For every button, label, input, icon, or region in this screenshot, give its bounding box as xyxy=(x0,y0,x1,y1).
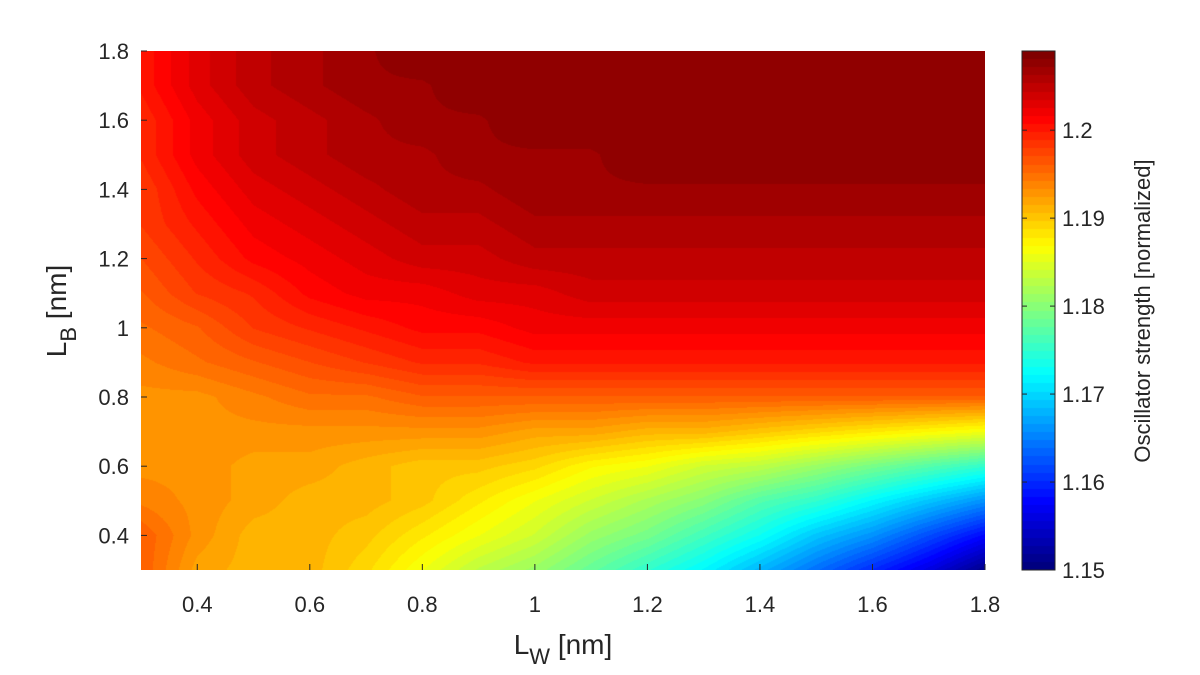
x-axis-ticks: 0.4 0.6 0.8 1 1.2 1.4 1.6 1.8 xyxy=(182,564,1000,617)
y-tick-label: 0.6 xyxy=(98,454,129,479)
y-axis-label: LB [nm] xyxy=(41,265,81,358)
y-tick-label: 0.8 xyxy=(98,385,129,410)
x-tick-label: 1.8 xyxy=(970,592,1001,617)
colorbar-gradient xyxy=(1022,51,1055,570)
x-axis-label-unit: [nm] xyxy=(550,629,612,660)
colorbar-tick-label: 1.18 xyxy=(1062,294,1105,319)
y-tick-label: 1.6 xyxy=(98,108,129,133)
x-tick-label: 0.6 xyxy=(295,592,326,617)
x-axis-label-main: L xyxy=(514,629,530,660)
x-tick-label: 1.2 xyxy=(632,592,663,617)
colorbar-label: Oscillator strength [normalized] xyxy=(1130,159,1155,462)
colorbar-ticks: 1.15 1.16 1.17 1.18 1.19 1.2 xyxy=(1022,118,1105,583)
x-tick-label: 1 xyxy=(529,592,541,617)
y-tick-label: 1 xyxy=(117,316,129,341)
y-axis-label-unit: [nm] xyxy=(41,265,72,327)
y-tick-label: 1.8 xyxy=(98,39,129,64)
heatmap-surface xyxy=(141,51,985,570)
y-axis-ticks: 0.4 0.6 0.8 1 1.2 1.4 1.6 1.8 xyxy=(98,39,147,548)
colorbar-tick-label: 1.17 xyxy=(1062,382,1105,407)
x-tick-label: 0.4 xyxy=(182,592,213,617)
y-tick-label: 1.4 xyxy=(98,177,129,202)
y-axis-label-main: L xyxy=(41,342,72,358)
x-axis-label-subscript: W xyxy=(529,644,550,669)
y-axis-label-subscript: B xyxy=(56,327,81,342)
x-tick-label: 1.6 xyxy=(857,592,888,617)
colorbar-tick-label: 1.15 xyxy=(1062,558,1105,583)
y-tick-label: 0.4 xyxy=(98,523,129,548)
y-tick-label: 1.2 xyxy=(98,247,129,272)
colorbar-tick-label: 1.19 xyxy=(1062,206,1105,231)
colorbar-frame xyxy=(1021,50,1056,571)
colorbar-tick-label: 1.2 xyxy=(1062,118,1093,143)
x-axis-label: LW [nm] xyxy=(514,629,613,669)
colorbar-tick-label: 1.16 xyxy=(1062,470,1105,495)
x-tick-label: 1.4 xyxy=(745,592,776,617)
x-tick-label: 0.8 xyxy=(407,592,438,617)
